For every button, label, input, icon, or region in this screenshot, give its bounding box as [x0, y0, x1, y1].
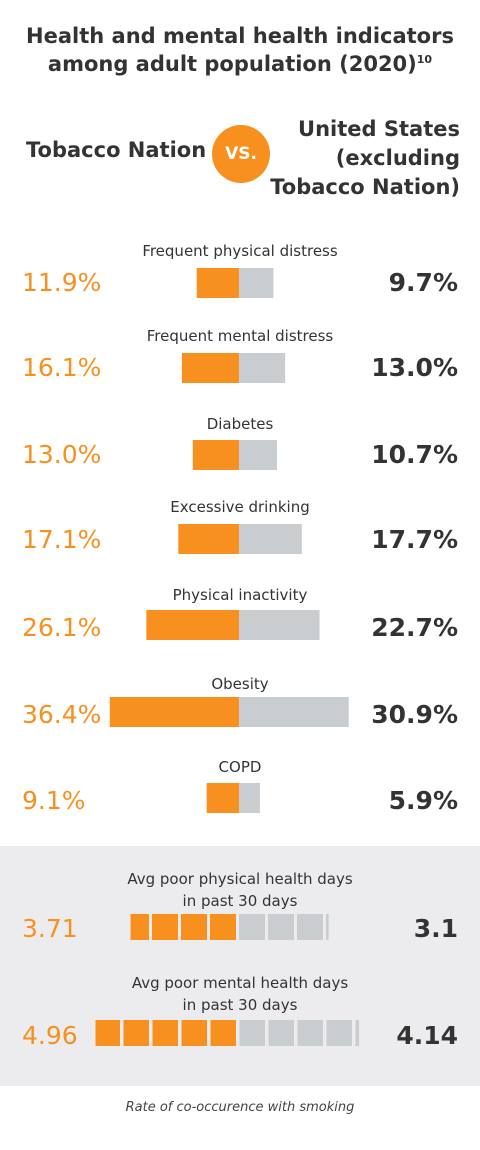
tobacco-nation-value: 17.1%	[22, 525, 102, 554]
united-states-value: 10.7%	[371, 440, 458, 469]
tobacco-nation-bar	[192, 440, 239, 470]
tobacco-nation-value: 13.0%	[22, 440, 102, 469]
footnote: Rate of co-occurence with smoking	[125, 1100, 355, 1115]
united-states-value: 9.7%	[388, 268, 458, 297]
united-states-value: 22.7%	[371, 613, 458, 642]
tobacco-nation-day-unit	[210, 1020, 236, 1046]
indicator-label: Diabetes	[206, 415, 274, 433]
tobacco-nation-value: 36.4%	[22, 700, 102, 729]
united-states-day-unit	[268, 1020, 294, 1046]
tobacco-nation-bar	[206, 783, 239, 813]
days-label: Avg poor physical health days in past 30…	[90, 868, 390, 912]
health-days-chart	[95, 914, 360, 1046]
tobacco-nation-bar	[181, 353, 239, 383]
united-states-day-unit	[355, 1020, 360, 1046]
tobacco-nation-day-unit	[152, 914, 178, 940]
indicator-label: Frequent physical distress	[142, 242, 338, 260]
title-line-1: Health and mental health indicators	[26, 24, 454, 48]
days-label: Avg poor mental health days in past 30 d…	[90, 972, 390, 1016]
indicator-label: COPD	[218, 758, 262, 776]
united-states-day-unit	[326, 914, 329, 940]
tobacco-nation-bar	[109, 697, 239, 727]
united-states-value: 13.0%	[371, 353, 458, 382]
tobacco-nation-value: 26.1%	[22, 613, 102, 642]
right-header-line-3: Tobacco Nation)	[270, 175, 460, 199]
days-label-line-2: in past 30 days	[182, 892, 298, 910]
united-states-header: United States (excluding Tobacco Nation)	[250, 115, 460, 202]
tobacco-nation-value: 16.1%	[22, 353, 102, 382]
united-states-value: 17.7%	[371, 525, 458, 554]
right-header-line-2: (excluding	[335, 146, 460, 170]
united-states-day-unit	[297, 914, 323, 940]
united-states-bar	[239, 440, 277, 470]
tobacco-nation-days-value: 3.71	[22, 914, 78, 943]
united-states-value: 30.9%	[371, 700, 458, 729]
chart-title: Health and mental health indicators amon…	[0, 22, 480, 78]
title-reference: 10	[416, 53, 433, 66]
tobacco-nation-value: 9.1%	[22, 786, 86, 815]
tobacco-nation-day-unit	[181, 1020, 207, 1046]
united-states-day-unit	[326, 1020, 352, 1046]
title-line-2: among adult population (2020)10	[0, 50, 480, 78]
united-states-bar	[239, 268, 274, 298]
united-states-value: 5.9%	[388, 786, 458, 815]
tobacco-nation-day-unit	[152, 1020, 178, 1046]
united-states-bar	[239, 610, 320, 640]
tobacco-nation-day-unit	[210, 914, 236, 940]
days-label-line-2: in past 30 days	[182, 996, 298, 1014]
right-header-line-1: United States	[298, 117, 460, 141]
united-states-days-value: 3.1	[413, 914, 458, 943]
united-states-day-unit	[297, 1020, 323, 1046]
united-states-bar	[239, 524, 302, 554]
united-states-days-value: 4.14	[396, 1021, 458, 1050]
tobacco-nation-day-unit	[181, 914, 207, 940]
tobacco-nation-days-value: 4.96	[22, 1021, 78, 1050]
title-line-2-text: among adult population (2020)	[47, 52, 417, 76]
tobacco-nation-day-unit	[130, 914, 149, 940]
indicator-label: Excessive drinking	[170, 498, 310, 516]
indicator-label: Physical inactivity	[172, 586, 308, 604]
vs-badge: VS.	[212, 125, 270, 183]
united-states-bar	[239, 697, 349, 727]
indicator-label: Obesity	[211, 675, 269, 693]
tobacco-nation-day-unit	[95, 1020, 120, 1046]
united-states-bar	[239, 783, 260, 813]
tobacco-nation-bar	[196, 268, 239, 298]
united-states-day-unit	[239, 1020, 265, 1046]
united-states-bar	[239, 353, 286, 383]
indicator-label: Frequent mental distress	[146, 327, 334, 345]
united-states-day-unit	[239, 914, 265, 940]
tobacco-nation-bar	[178, 524, 239, 554]
tobacco-nation-header: Tobacco Nation	[26, 138, 207, 162]
tobacco-nation-bar	[146, 610, 239, 640]
days-label-line-1: Avg poor mental health days	[131, 974, 349, 992]
tobacco-nation-day-unit	[123, 1020, 149, 1046]
united-states-day-unit	[268, 914, 294, 940]
tobacco-nation-value: 11.9%	[22, 268, 102, 297]
days-label-line-1: Avg poor physical health days	[127, 870, 353, 888]
